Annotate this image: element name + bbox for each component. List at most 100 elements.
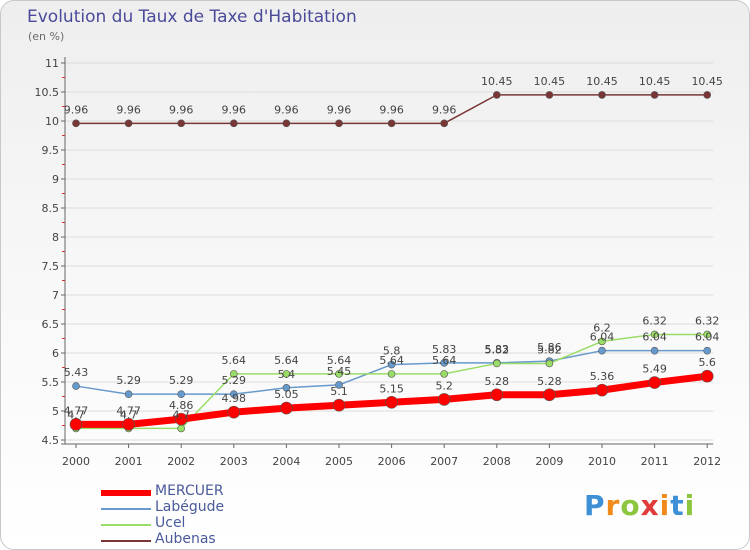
data-point-mercuer <box>280 401 293 415</box>
data-point-mercuer <box>700 369 714 383</box>
legend-swatch-mercuer <box>101 490 151 496</box>
data-label-aubenas: 9.96 <box>64 103 89 116</box>
data-point-aubenas <box>387 119 396 128</box>
chart-title: Evolution du Taux de Taxe d'Habitation <box>27 7 357 27</box>
x-tick-label: 2007 <box>430 455 458 468</box>
data-point-aubenas <box>703 91 712 99</box>
legend-label-aubenas: Aubenas <box>155 531 216 547</box>
data-label-mercuer: 5.36 <box>590 370 615 383</box>
logo-letter: o <box>620 489 641 522</box>
data-point-labegude <box>650 346 659 355</box>
logo-letter: t <box>670 489 685 522</box>
data-point-ucel <box>177 424 185 433</box>
legend-swatch-labegude <box>101 508 151 510</box>
data-label-labegude: 6.04 <box>695 331 720 344</box>
data-point-ucel <box>282 370 291 378</box>
data-point-ucel <box>230 370 238 378</box>
data-label-labegude: 5.86 <box>537 341 562 354</box>
data-point-aubenas <box>335 119 343 128</box>
data-label-mercuer: 5.28 <box>485 375 510 388</box>
x-tick-label: 2010 <box>588 455 616 468</box>
data-point-aubenas <box>650 91 659 99</box>
data-point-ucel <box>545 359 554 368</box>
data-label-mercuer: 5.15 <box>379 382 404 395</box>
y-tick-label: 4.5 <box>42 434 60 447</box>
legend-swatch-aubenas <box>101 540 151 542</box>
data-label-aubenas: 10.45 <box>691 75 723 88</box>
legend-label-ucel: Ucel <box>155 515 186 531</box>
legend-label-mercuer: MERCUER <box>155 483 224 499</box>
x-tick-label: 2001 <box>115 455 143 468</box>
chart-subtitle: (en %) <box>28 30 65 43</box>
x-tick-label: 2006 <box>378 455 406 468</box>
data-point-ucel <box>650 330 659 339</box>
data-label-aubenas: 10.45 <box>481 75 513 88</box>
legend-swatch-ucel <box>101 524 151 526</box>
data-label-labegude: 5.83 <box>485 343 510 356</box>
data-label-aubenas: 9.96 <box>432 103 457 116</box>
data-point-labegude <box>598 346 606 355</box>
data-label-ucel: 5.82 <box>485 343 510 356</box>
data-point-aubenas <box>492 91 501 99</box>
data-point-labegude <box>230 390 238 398</box>
x-tick-label: 2004 <box>272 455 300 468</box>
data-label-labegude: 6.04 <box>590 331 615 344</box>
data-point-aubenas <box>282 119 291 128</box>
data-point-aubenas <box>177 119 185 128</box>
x-tick-label: 2012 <box>693 455 721 468</box>
data-label-mercuer: 5.2 <box>435 379 453 392</box>
x-tick-label: 2009 <box>535 455 563 468</box>
data-point-mercuer <box>122 418 135 431</box>
data-label-labegude: 5.29 <box>116 374 141 387</box>
data-point-aubenas <box>230 119 238 128</box>
logo-letter: P <box>584 489 606 522</box>
data-point-labegude <box>703 346 712 355</box>
y-tick-label: 6.5 <box>42 318 60 331</box>
y-tick-label: 5.5 <box>42 376 60 389</box>
data-label-aubenas: 10.45 <box>534 75 566 88</box>
y-tick-label: 6 <box>52 347 59 360</box>
y-tick-label: 8 <box>52 231 59 244</box>
y-tick-label: 7 <box>52 289 59 302</box>
data-label-aubenas: 9.96 <box>274 103 299 116</box>
data-point-ucel <box>703 330 712 339</box>
data-label-ucel: 6.32 <box>642 314 667 327</box>
logo-letter: x <box>640 489 660 522</box>
data-label-aubenas: 9.96 <box>222 103 247 116</box>
x-tick-label: 2000 <box>62 455 90 468</box>
data-point-aubenas <box>440 119 449 128</box>
y-tick-label: 10 <box>45 115 59 128</box>
data-label-labegude: 5.83 <box>432 343 457 356</box>
data-label-labegude: 5.45 <box>327 365 352 378</box>
y-tick-label: 9 <box>52 173 59 186</box>
y-tick-label: 10.5 <box>35 86 60 99</box>
legend-label-labegude: Labégude <box>155 499 225 515</box>
data-label-mercuer: 5.6 <box>698 356 716 369</box>
data-point-labegude <box>177 390 185 398</box>
data-label-labegude: 5.8 <box>383 345 401 358</box>
line-chart: 4.5 5 5.5 6 6.5 7 7.5 8 8.5 9 9.5 10 10.5 11 2000 2001 2… <box>35 57 723 468</box>
data-label-ucel: 5.64 <box>432 354 457 367</box>
y-tick-label: 9.5 <box>42 144 60 157</box>
data-point-mercuer <box>543 388 556 402</box>
data-point-ucel <box>335 370 343 378</box>
data-label-labegude: 5.29 <box>222 374 247 387</box>
y-tick-label: 7.5 <box>42 260 60 273</box>
data-label-aubenas: 9.96 <box>327 103 352 116</box>
data-point-mercuer <box>648 376 661 389</box>
x-tick-label: 2011 <box>641 455 669 468</box>
proxiti-logo: Proxiti <box>584 489 695 522</box>
data-point-mercuer <box>69 418 83 431</box>
data-label-mercuer: 5.49 <box>642 363 667 376</box>
data-point-labegude <box>282 383 291 392</box>
data-point-labegude <box>72 382 80 390</box>
data-point-mercuer <box>385 395 398 409</box>
data-label-mercuer: 5.05 <box>274 388 299 401</box>
data-label-ucel: 4.7 <box>172 408 190 421</box>
data-label-ucel: 5.64 <box>274 354 299 367</box>
data-label-ucel: 4.7 <box>67 408 85 421</box>
data-label-ucel: 5.82 <box>537 343 562 356</box>
logo-letter: i <box>684 489 696 522</box>
x-tick-label: 2003 <box>220 455 248 468</box>
